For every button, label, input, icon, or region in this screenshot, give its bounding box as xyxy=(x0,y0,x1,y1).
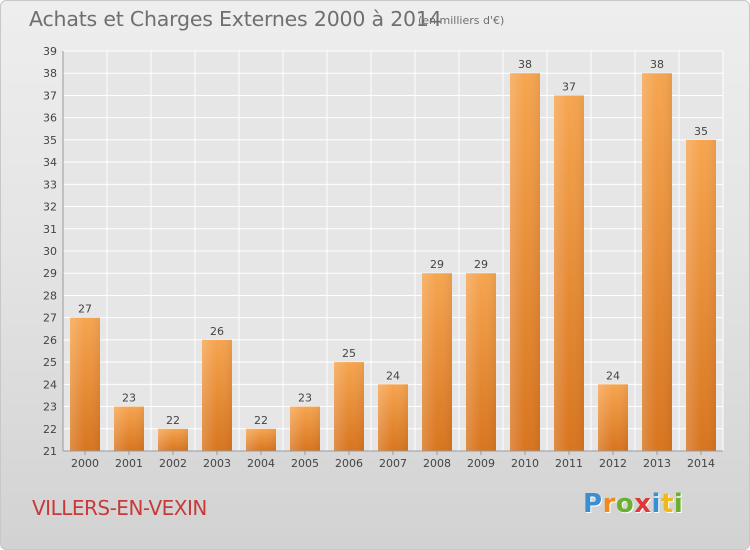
bar-value-label: 25 xyxy=(342,347,356,360)
y-tick-label: 32 xyxy=(43,201,57,214)
logo-letter: o xyxy=(615,489,635,519)
proxiti-logo: Proxiti xyxy=(583,489,683,519)
y-tick-label: 28 xyxy=(43,289,57,302)
bar-highlight xyxy=(686,139,716,451)
bar-highlight xyxy=(554,95,584,451)
logo-letter: r xyxy=(602,489,616,519)
y-tick-label: 30 xyxy=(43,245,57,258)
bar-highlight xyxy=(246,428,276,451)
x-tick-label: 2001 xyxy=(115,457,143,470)
x-tick-label: 2011 xyxy=(555,457,583,470)
bar-highlight xyxy=(642,73,672,451)
y-tick-label: 31 xyxy=(43,223,57,236)
y-tick-label: 33 xyxy=(43,178,57,191)
bar-highlight xyxy=(466,273,496,451)
bar-value-label: 35 xyxy=(694,125,708,138)
chart-title: Achats et Charges Externes 2000 à 2014 xyxy=(29,7,442,31)
y-tick-label: 37 xyxy=(43,89,57,102)
bar-value-label: 24 xyxy=(606,369,620,382)
bar-highlight xyxy=(378,384,408,451)
bar-highlight xyxy=(510,73,540,451)
bar-value-label: 38 xyxy=(518,58,532,71)
y-tick-label: 24 xyxy=(43,378,57,391)
y-tick-label: 26 xyxy=(43,334,57,347)
y-tick-label: 23 xyxy=(43,401,57,414)
y-tick-label: 25 xyxy=(43,356,57,369)
bar-value-label: 24 xyxy=(386,369,400,382)
x-tick-label: 2014 xyxy=(687,457,715,470)
x-axis: 2000 2001 2002 2003 2004 2005 2006 2007 2008 2009… xyxy=(71,451,715,470)
bar-value-label: 23 xyxy=(298,392,312,405)
bar-value-label: 22 xyxy=(254,414,268,427)
bar-highlight xyxy=(114,406,144,451)
y-tick-label: 27 xyxy=(43,312,57,325)
chart-subtitle: (en milliers d'€) xyxy=(418,14,505,27)
x-tick-label: 2004 xyxy=(247,457,275,470)
y-tick-label: 21 xyxy=(43,445,57,458)
bar-value-label: 26 xyxy=(210,325,224,338)
bar-highlight xyxy=(334,362,364,451)
x-tick-label: 2010 xyxy=(511,457,539,470)
x-tick-label: 2003 xyxy=(203,457,231,470)
x-tick-label: 2013 xyxy=(643,457,671,470)
logo-letter: P xyxy=(583,489,603,519)
bar-value-label: 27 xyxy=(78,303,92,316)
bar-highlight xyxy=(290,406,320,451)
y-tick-label: 22 xyxy=(43,423,57,436)
x-tick-label: 2007 xyxy=(379,457,407,470)
y-tick-label: 38 xyxy=(43,67,57,80)
bar-value-label: 22 xyxy=(166,414,180,427)
bar-highlight xyxy=(422,273,452,451)
x-tick-label: 2005 xyxy=(291,457,319,470)
bar-value-label: 29 xyxy=(474,258,488,271)
bar-value-label: 37 xyxy=(562,80,576,93)
bar-highlight xyxy=(202,339,232,451)
logo-letter: i xyxy=(651,489,661,519)
y-tick-label: 35 xyxy=(43,134,57,147)
bars: 27 23 22 26 22 23 25 24 29 29 38 37 24 38 35 xyxy=(70,58,716,451)
y-tick-label: 39 xyxy=(43,45,57,58)
x-tick-label: 2000 xyxy=(71,457,99,470)
bar-value-label: 29 xyxy=(430,258,444,271)
bar-value-label: 23 xyxy=(122,392,136,405)
logo-letter: x xyxy=(634,489,652,519)
x-tick-label: 2002 xyxy=(159,457,187,470)
bar-highlight xyxy=(70,317,100,451)
bar-highlight xyxy=(598,384,628,451)
logo-letter: i xyxy=(673,489,684,519)
y-tick-label: 34 xyxy=(43,156,57,169)
place-name: VILLERS-EN-VEXIN xyxy=(32,496,207,520)
x-tick-label: 2006 xyxy=(335,457,363,470)
y-tick-label: 29 xyxy=(43,267,57,280)
bar-value-label: 38 xyxy=(650,58,664,71)
logo-letter: t xyxy=(660,489,674,519)
x-tick-label: 2009 xyxy=(467,457,495,470)
x-tick-label: 2008 xyxy=(423,457,451,470)
bar-highlight xyxy=(158,428,188,451)
x-tick-label: 2012 xyxy=(599,457,627,470)
y-tick-label: 36 xyxy=(43,112,57,125)
